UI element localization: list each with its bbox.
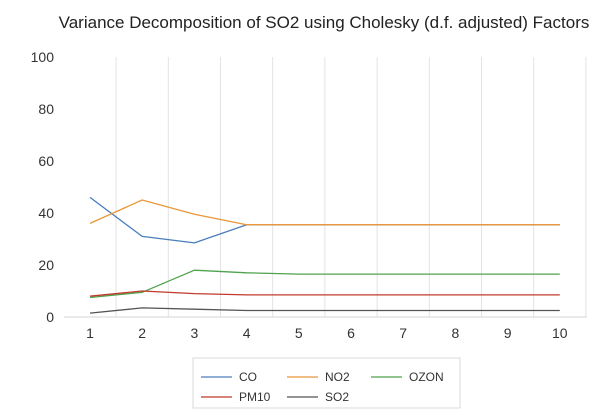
x-tick-label: 3	[191, 325, 199, 341]
y-tick-label: 0	[46, 309, 54, 325]
x-tick-label: 6	[347, 325, 355, 341]
y-tick-label: 80	[38, 101, 54, 117]
series-line-no2	[89, 199, 560, 226]
y-axis-ticks: 0 20 40 60 80 100	[31, 49, 55, 325]
x-tick-label: 2	[138, 325, 146, 341]
legend-label-so2: SO2	[325, 390, 349, 404]
x-tick-label: 4	[243, 325, 251, 341]
series-line-so2	[89, 307, 560, 314]
series-lines	[89, 196, 560, 314]
x-tick-label: 1	[86, 325, 94, 341]
legend-box	[192, 357, 461, 409]
x-tick-label: 10	[552, 325, 568, 341]
legend: CO NO2 OZON PM10 SO2	[192, 357, 461, 409]
y-tick-label: 20	[38, 257, 54, 273]
x-tick-label: 8	[452, 325, 460, 341]
legend-label-co: CO	[239, 370, 257, 384]
x-tick-label: 5	[295, 325, 303, 341]
legend-label-pm10: PM10	[239, 390, 271, 404]
y-tick-label: 100	[31, 49, 55, 65]
x-axis-ticks: 1 2 3 4 5 6 7 8 9 10	[86, 325, 568, 341]
legend-label-ozon: OZON	[409, 370, 444, 384]
y-tick-label: 40	[38, 205, 54, 221]
chart-title: Variance Decomposition of SO2 using Chol…	[59, 13, 590, 32]
x-tick-label: 9	[504, 325, 512, 341]
series-line-pm10	[89, 290, 560, 297]
x-tick-label: 7	[399, 325, 407, 341]
grid	[64, 57, 587, 318]
legend-label-no2: NO2	[325, 370, 350, 384]
y-tick-label: 60	[38, 153, 54, 169]
series-line-ozon	[89, 269, 560, 299]
